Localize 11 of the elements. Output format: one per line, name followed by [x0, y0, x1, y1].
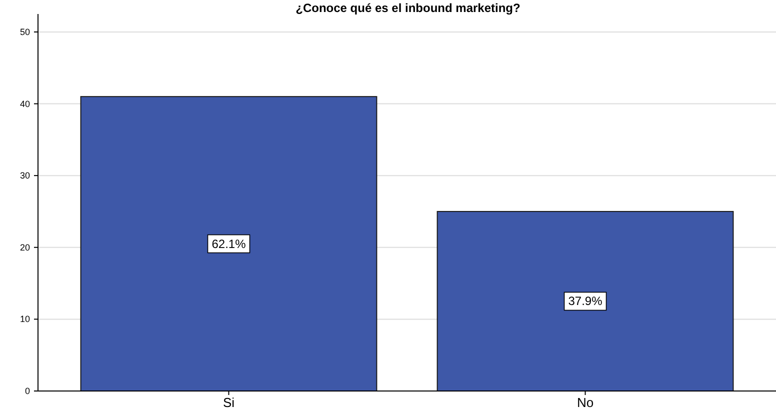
annotation: 37.9%: [568, 294, 603, 308]
y-tick-label: 40: [20, 98, 30, 109]
chart-title: ¿Conoce qué es el inbound marketing?: [296, 1, 520, 15]
y-tick-label: 30: [20, 170, 30, 181]
annotation: 62.1%: [212, 236, 246, 251]
x-tick-label: No: [576, 395, 594, 410]
y-tick-label: 0: [24, 386, 30, 396]
y-tick-label: 50: [20, 26, 30, 37]
x-tick-label: Si: [222, 395, 235, 410]
y-tick-label: 10: [20, 314, 30, 324]
y-tick-label: 20: [20, 242, 30, 252]
